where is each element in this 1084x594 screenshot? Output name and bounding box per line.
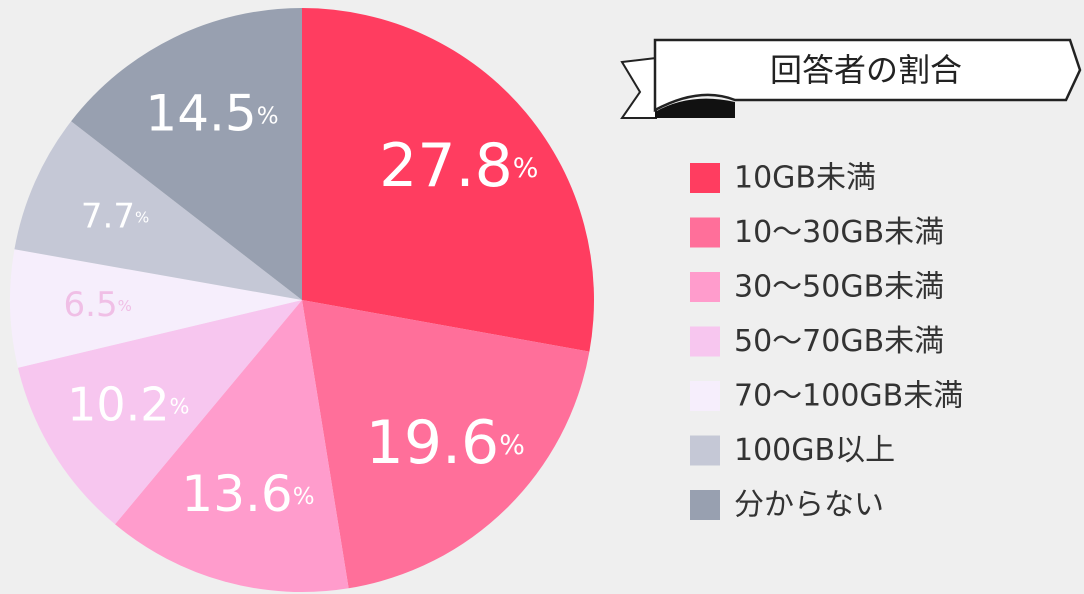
legend-label: 10GB未満	[734, 161, 876, 196]
data-label: 7.7%	[81, 196, 149, 236]
legend-swatch	[690, 381, 720, 411]
data-label: 13.6%	[181, 465, 314, 523]
legend-banner	[620, 38, 1082, 119]
legend-swatch	[690, 217, 720, 248]
legend-label: 10〜30GB未満	[734, 215, 944, 250]
pie-slice	[14, 121, 303, 300]
legend-label: 100GB以上	[734, 433, 895, 468]
pie-slice	[115, 300, 349, 592]
legend-label: 30〜50GB未満	[734, 270, 944, 305]
data-label: 27.8%	[379, 130, 538, 200]
data-label: 10.2%	[67, 377, 189, 431]
legend-label: 70〜100GB未満	[734, 379, 963, 414]
legend-swatch	[690, 163, 720, 193]
banner-body	[653, 38, 1082, 113]
legend-title: 回答者の割合	[770, 51, 962, 89]
data-label: 19.6%	[366, 407, 525, 477]
pie-slice	[71, 8, 302, 300]
pie-slice	[10, 249, 303, 368]
legend-swatch	[690, 490, 720, 520]
legend-swatch	[690, 326, 720, 357]
legend-label: 50〜70GB未満	[734, 324, 944, 359]
pie-slice	[17, 300, 302, 525]
legend-swatch	[690, 435, 720, 466]
pie-slice	[302, 8, 595, 352]
data-label: 6.5%	[64, 285, 132, 325]
banner-fold	[655, 98, 735, 118]
pie-slice	[302, 300, 590, 589]
legend-swatch	[690, 272, 720, 302]
banner-tail	[620, 56, 657, 119]
legend-label: 分からない	[734, 488, 884, 523]
data-label: 14.5%	[145, 84, 278, 142]
